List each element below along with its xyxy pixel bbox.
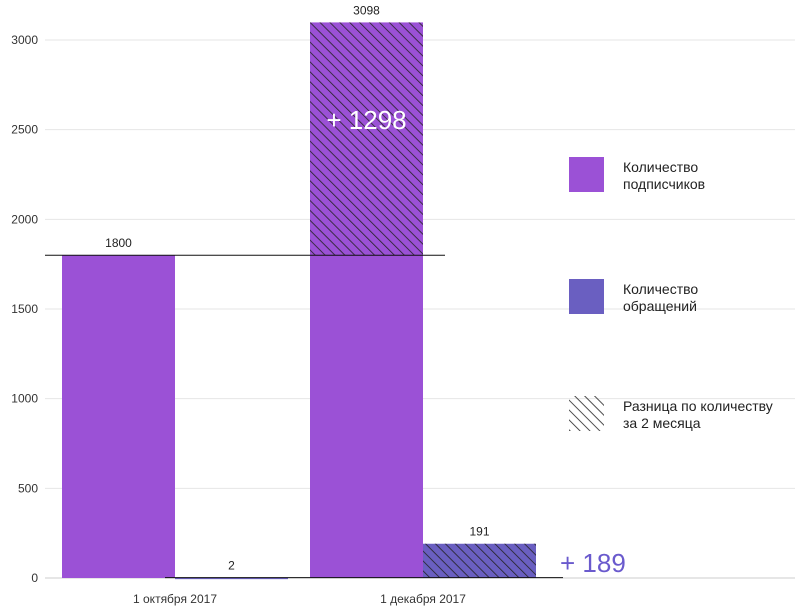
annotation-subscribers-diff: + 1298 [326,105,406,135]
y-tick-label: 1000 [11,392,38,406]
y-tick-label: 2500 [11,123,38,137]
legend-swatch-hatch [569,396,604,431]
bar-subscribers-diff-hatch [310,22,423,256]
y-tick-label: 0 [31,571,38,585]
y-tick-label: 1500 [11,302,38,316]
legend-swatch [569,157,604,192]
data-label-subscribers: 3098 [353,3,380,17]
data-label-requests: 2 [228,559,235,573]
legend-label-line1: Количество [623,281,698,297]
annotation-requests-diff: + 189 [560,548,626,578]
bar-requests [175,577,288,580]
y-tick-label: 3000 [11,33,38,47]
legend-label-line1: Количество [623,159,698,175]
x-category-label: 1 декабря 2017 [380,592,466,606]
legend-label-line2: за 2 месяца [623,415,701,431]
legend-swatch [569,279,604,314]
legend-label-line2: обращений [623,298,697,314]
y-tick-label: 2000 [11,212,38,226]
bar-requests-diff-hatch [423,543,536,578]
data-label-requests: 191 [469,525,489,539]
legend-label-line2: подписчиков [623,176,705,192]
y-tick-label: 500 [18,481,38,495]
data-label-subscribers: 1800 [105,236,132,250]
legend-label-line1: Разница по количеству [623,398,773,414]
x-category-label: 1 октября 2017 [133,592,217,606]
bar-subscribers [62,255,175,578]
